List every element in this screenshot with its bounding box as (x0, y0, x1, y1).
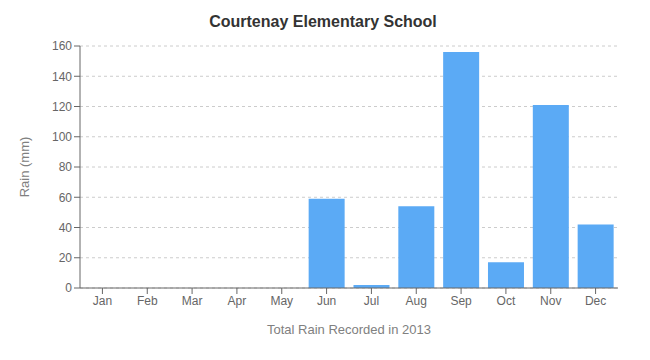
svg-text:Feb: Feb (137, 294, 158, 308)
svg-text:Jul: Jul (364, 294, 379, 308)
svg-text:Rain (mm): Rain (mm) (17, 137, 32, 198)
svg-text:Jun: Jun (317, 294, 336, 308)
svg-text:0: 0 (65, 281, 72, 295)
svg-text:160: 160 (52, 39, 72, 53)
svg-text:40: 40 (59, 221, 73, 235)
svg-text:100: 100 (52, 130, 72, 144)
svg-text:Sep: Sep (450, 294, 472, 308)
svg-text:20: 20 (59, 251, 73, 265)
svg-text:60: 60 (59, 191, 73, 205)
svg-text:Oct: Oct (497, 294, 516, 308)
svg-text:Aug: Aug (406, 294, 427, 308)
svg-text:Total Rain Recorded in 2013: Total Rain Recorded in 2013 (267, 322, 431, 337)
svg-text:140: 140 (52, 70, 72, 84)
svg-text:Jan: Jan (93, 294, 112, 308)
svg-text:120: 120 (52, 100, 72, 114)
svg-text:Dec: Dec (585, 294, 606, 308)
html-text:Courtenay Elementary School: Courtenay Elementary School (209, 13, 437, 30)
svg-text:May: May (270, 294, 293, 308)
svg-text:80: 80 (59, 160, 73, 174)
svg-text:Nov: Nov (540, 294, 561, 308)
svg-text:Apr: Apr (228, 294, 247, 308)
svg-text:Mar: Mar (182, 294, 203, 308)
